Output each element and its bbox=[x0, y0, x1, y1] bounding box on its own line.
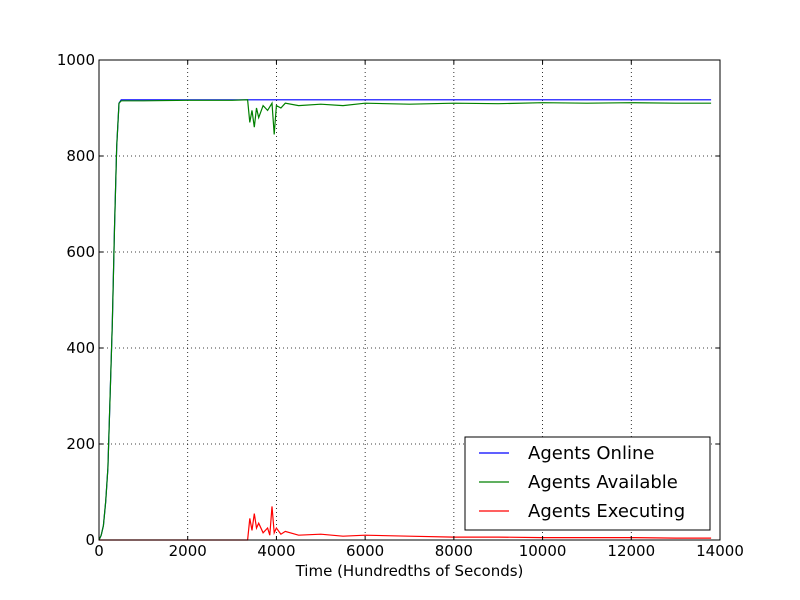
x-tick-label: 12000 bbox=[607, 542, 655, 560]
x-tick-label: 8000 bbox=[435, 542, 473, 560]
legend: Agents Online Agents Available Agents Ex… bbox=[464, 436, 711, 531]
y-tick-label: 200 bbox=[66, 435, 95, 453]
series-line-agents-executing bbox=[99, 506, 712, 541]
x-axis-label: Time (Hundredths of Seconds) bbox=[295, 562, 524, 580]
x-tick-label: 4000 bbox=[257, 542, 295, 560]
axis-ticks: 0 2000 4000 6000 8000 10000 12000 14000 0 200 400 6… bbox=[57, 51, 744, 560]
y-tick-label: 800 bbox=[66, 147, 95, 165]
y-tick-label: 1000 bbox=[57, 51, 95, 69]
x-tick-label: 2000 bbox=[169, 542, 207, 560]
x-tick-label: 14000 bbox=[696, 542, 744, 560]
x-tick-label: 0 bbox=[94, 542, 104, 560]
x-tick-label: 10000 bbox=[519, 542, 567, 560]
x-tick-label: 6000 bbox=[346, 542, 384, 560]
series-line-agents-available bbox=[98, 99, 712, 541]
series-lines bbox=[98, 99, 712, 541]
y-tick-label: 400 bbox=[66, 339, 95, 357]
y-tick-label: 0 bbox=[85, 531, 95, 549]
plot-frame bbox=[98, 59, 721, 541]
legend-label-executing: Agents Executing bbox=[528, 501, 685, 522]
legend-label-online: Agents Online bbox=[528, 443, 654, 464]
y-tick-label: 600 bbox=[66, 243, 95, 261]
legend-label-available: Agents Available bbox=[528, 472, 678, 493]
